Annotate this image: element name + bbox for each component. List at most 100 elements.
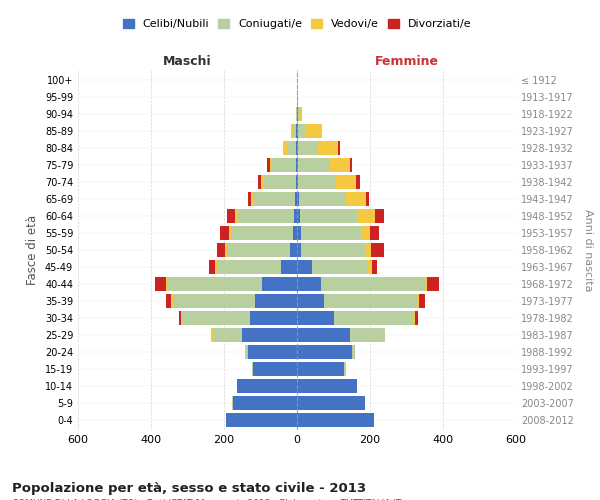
Bar [297,362,344,376]
Bar [294,209,297,223]
Bar [215,260,217,274]
Bar [237,379,297,392]
Bar [371,243,383,257]
Bar [281,260,297,274]
Bar [233,396,297,409]
Bar [338,142,340,155]
Bar [227,209,235,223]
Bar [242,328,297,342]
Bar [181,311,182,324]
Text: COMUNE DI LA LOGGIA (TO) - Dati ISTAT 1° gennaio 2013 - Elaborazione TUTTITALIA.: COMUNE DI LA LOGGIA (TO) - Dati ISTAT 1°… [12,498,401,500]
Bar [299,108,302,121]
Bar [367,192,369,206]
Bar [167,277,262,291]
Bar [232,396,233,409]
Bar [297,311,334,324]
Bar [372,260,377,274]
Bar [297,108,298,121]
Bar [297,90,298,104]
Bar [298,124,305,138]
Bar [297,176,298,189]
Bar [299,192,346,206]
Bar [211,328,213,342]
Bar [415,311,418,324]
Bar [253,192,295,206]
Bar [337,176,356,189]
Bar [291,124,293,138]
Text: Femmine: Femmine [374,56,439,68]
Bar [296,176,297,189]
Bar [235,209,238,223]
Bar [297,142,298,155]
Bar [300,209,358,223]
Bar [418,294,419,308]
Bar [305,124,322,138]
Bar [297,277,321,291]
Bar [246,345,248,358]
Bar [255,294,297,308]
Bar [297,345,352,358]
Bar [283,142,287,155]
Bar [297,379,357,392]
Bar [166,294,171,308]
Bar [350,158,352,172]
Bar [297,243,301,257]
Bar [297,294,325,308]
Bar [166,277,167,291]
Bar [230,226,293,240]
Bar [311,260,368,274]
Bar [213,328,242,342]
Bar [229,226,230,240]
Bar [298,158,330,172]
Bar [297,124,298,138]
Bar [361,226,370,240]
Bar [226,413,297,426]
Bar [414,311,415,324]
Bar [287,142,296,155]
Bar [425,277,427,291]
Bar [350,328,385,342]
Bar [298,176,337,189]
Bar [238,209,294,223]
Bar [268,158,271,172]
Bar [296,124,297,138]
Bar [271,158,272,172]
Bar [427,277,439,291]
Bar [290,243,297,257]
Bar [344,362,346,376]
Bar [356,176,360,189]
Bar [330,158,350,172]
Bar [321,277,425,291]
Bar [220,226,229,240]
Bar [182,311,250,324]
Bar [301,243,365,257]
Bar [209,260,215,274]
Bar [297,328,350,342]
Bar [257,176,261,189]
Y-axis label: Fasce di età: Fasce di età [26,215,39,285]
Bar [296,108,297,121]
Bar [298,142,318,155]
Bar [297,192,299,206]
Bar [325,294,418,308]
Bar [318,142,338,155]
Bar [225,243,227,257]
Legend: Celibi/Nubili, Coniugati/e, Vedovi/e, Divorziati/e: Celibi/Nubili, Coniugati/e, Vedovi/e, Di… [118,14,476,34]
Bar [171,294,173,308]
Bar [253,362,297,376]
Bar [179,311,181,324]
Bar [293,226,297,240]
Bar [245,345,246,358]
Bar [296,142,297,155]
Bar [297,413,374,426]
Bar [334,311,414,324]
Bar [227,243,290,257]
Bar [248,192,251,206]
Bar [217,243,225,257]
Bar [297,226,301,240]
Bar [368,260,372,274]
Bar [263,176,296,189]
Y-axis label: Anni di nascita: Anni di nascita [583,209,593,291]
Bar [217,260,281,274]
Bar [251,192,253,206]
